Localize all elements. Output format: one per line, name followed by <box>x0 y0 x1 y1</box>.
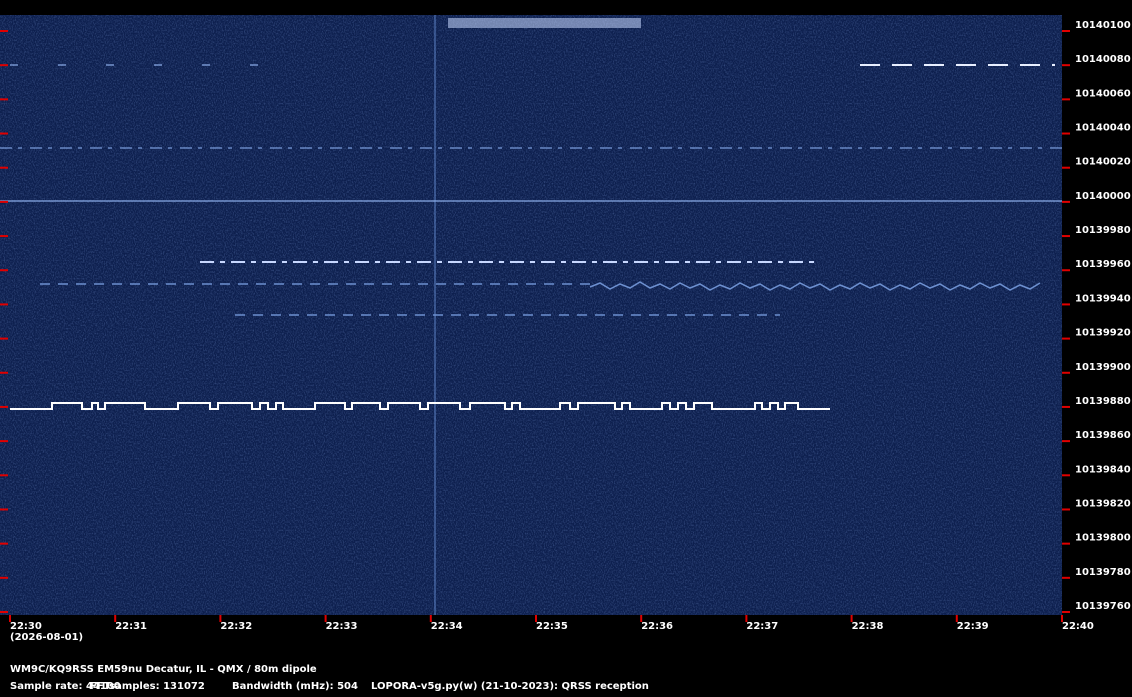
x-tick-label: 22:33 <box>326 621 358 632</box>
y-tick-label: 10139840 <box>1075 464 1131 475</box>
y-tick-label: 10139780 <box>1075 567 1131 578</box>
y-tick-label: 10140100 <box>1075 20 1131 31</box>
x-tick-label: 22:31 <box>115 621 147 632</box>
x-tick-label: 22:38 <box>852 621 884 632</box>
y-tick-label: 10140040 <box>1075 123 1131 134</box>
y-tick-label: 10139900 <box>1075 362 1131 373</box>
y-tick-label: 10140000 <box>1075 191 1131 202</box>
x-tick-label: 22:40 <box>1062 621 1094 632</box>
x-tick-label: 22:32 <box>220 621 252 632</box>
signal-traces <box>0 15 1062 615</box>
y-tick-label: 10139800 <box>1075 533 1131 544</box>
x-tick-label: 22:36 <box>641 621 673 632</box>
y-tick-label: 10139960 <box>1075 259 1131 270</box>
x-axis: 22:30 22:31 22:32 22:33 22:34 22:35 22:36 22:37… <box>9 615 1094 632</box>
x-tick-label: 22:34 <box>431 621 463 632</box>
y-tick-label: 10139860 <box>1075 430 1131 441</box>
date-label: (2026-08-01) <box>10 632 83 643</box>
y-tick-label: 10139820 <box>1075 498 1131 509</box>
y-tick-label: 10139880 <box>1075 396 1131 407</box>
x-tick-label: 22:30 <box>10 621 42 632</box>
y-axis: 10140100 10140080 10140060 10140040 10140020… <box>0 20 1131 613</box>
station-info: WM9C/KQ9RSS EM59nu Decatur, IL - QMX / 8… <box>10 664 317 675</box>
y-tick-label: 10139980 <box>1075 225 1131 236</box>
y-tick-label: 10139760 <box>1075 601 1131 612</box>
y-tick-label: 10139920 <box>1075 328 1131 339</box>
sample-rate: Sample rate: 44100 <box>10 681 121 692</box>
y-tick-label: 10140020 <box>1075 157 1131 168</box>
y-tick-label: 10139940 <box>1075 293 1131 304</box>
x-tick-label: 22:37 <box>746 621 778 632</box>
bandwidth: Bandwidth (mHz): 504 <box>232 681 358 692</box>
y-tick-label: 10140060 <box>1075 88 1131 99</box>
fft-samples: FFTsamples: 131072 <box>90 681 205 692</box>
software-info: LOPORA-v5g.py(w) (21-10-2023): QRSS rece… <box>371 681 649 692</box>
x-tick-label: 22:35 <box>536 621 568 632</box>
y-tick-label: 10140080 <box>1075 54 1131 65</box>
x-tick-label: 22:39 <box>957 621 989 632</box>
